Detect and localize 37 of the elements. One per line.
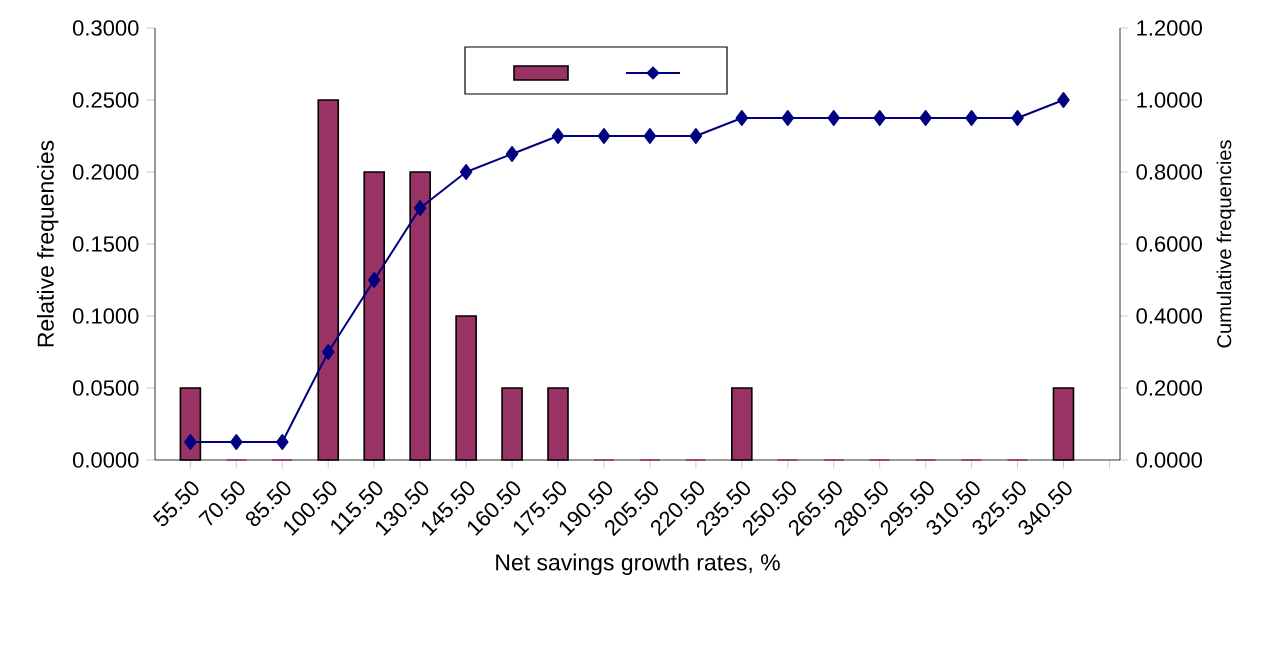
y2-tick-label: 1.2000 (1137, 20, 1202, 36)
point (1057, 91, 1070, 108)
y-tick-label: 0.3000 (72, 20, 139, 36)
point (184, 433, 197, 450)
point (965, 109, 978, 126)
y2-tick-label: 0.0000 (1136, 452, 1202, 468)
point (367, 271, 381, 288)
y-tick-label: 0.0500 (72, 380, 139, 396)
y-tick-label: 0.2000 (72, 164, 139, 180)
point (597, 127, 611, 144)
y-tick-label: 0.2500 (72, 92, 139, 108)
point (643, 127, 657, 144)
y2-tick-label: 0.2000 (1136, 380, 1202, 396)
point (230, 433, 243, 450)
point (689, 127, 703, 144)
y2-tick-label: 0.8000 (1136, 164, 1202, 180)
y-tick-label: 0.0000 (72, 452, 139, 468)
point (413, 199, 427, 216)
y-axis-title: Relative frequencies (36, 140, 59, 347)
point (459, 163, 473, 180)
point (276, 433, 289, 450)
y2-tick-label: 0.6000 (1136, 236, 1202, 252)
y2-axis-title: Cumulative frequencies (1216, 140, 1236, 348)
point (322, 343, 335, 360)
y2-tick-label: 0.4000 (1136, 308, 1202, 324)
y-tick-label: 0.1000 (72, 308, 139, 324)
point (505, 145, 519, 162)
point (827, 109, 840, 126)
y-tick-label: 0.1500 (72, 236, 139, 252)
point (919, 109, 932, 126)
point (1011, 109, 1024, 126)
point (551, 127, 565, 144)
point (873, 109, 886, 126)
point (781, 109, 795, 126)
x-axis-title: Net savings growth rates, % (496, 553, 780, 576)
point (735, 109, 749, 126)
y2-tick-label: 1.0000 (1137, 92, 1202, 108)
